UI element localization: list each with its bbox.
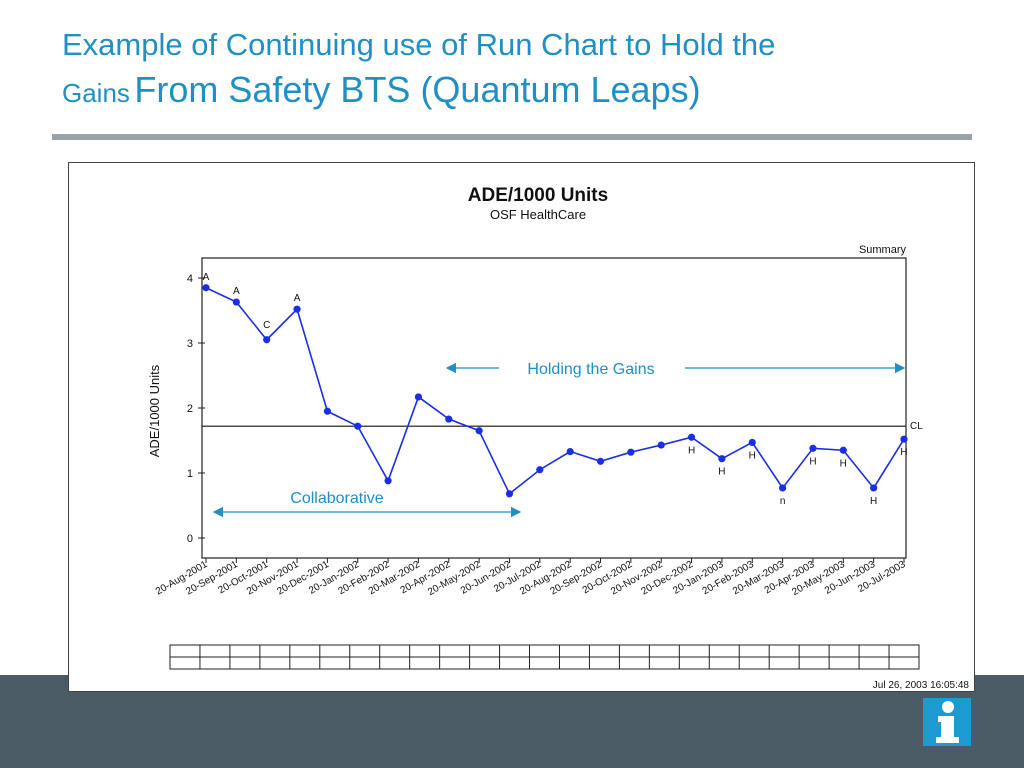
run-chart: ADE/1000 Units OSF HealthCare Summary AD… bbox=[147, 185, 970, 691]
info-icon-glyph bbox=[936, 701, 959, 743]
data-point bbox=[475, 427, 483, 435]
data-point bbox=[627, 448, 635, 456]
data-point bbox=[870, 484, 878, 492]
y-tick-label: 3 bbox=[187, 338, 193, 350]
data-point bbox=[505, 490, 514, 498]
info-logo-icon bbox=[923, 698, 971, 746]
slide-title-line1: Example of Continuing use of Run Chart t… bbox=[62, 27, 776, 62]
point-marker-label: A bbox=[233, 286, 240, 297]
collaborative-label: Collaborative bbox=[290, 490, 383, 507]
point-marker-label: n bbox=[780, 496, 786, 507]
data-point bbox=[384, 477, 392, 485]
series-line bbox=[205, 287, 905, 496]
y-tick-label: 0 bbox=[187, 533, 193, 545]
y-tick-label: 2 bbox=[187, 403, 193, 415]
data-point bbox=[445, 415, 453, 423]
slide-title: Example of Continuing use of Run Chart t… bbox=[62, 24, 962, 114]
center-line-label: CL bbox=[910, 421, 923, 432]
point-marker-label: A bbox=[294, 293, 301, 304]
point-marker-label: H bbox=[749, 450, 756, 461]
point-marker-label: H bbox=[809, 456, 816, 467]
data-point bbox=[809, 444, 817, 452]
data-point bbox=[536, 466, 544, 474]
slide-title-line2: Gains From Safety BTS (Quantum Leaps) bbox=[62, 66, 962, 115]
holding-gains-label: Holding the Gains bbox=[527, 361, 654, 378]
chart-title: ADE/1000 Units bbox=[468, 185, 608, 206]
data-point bbox=[566, 447, 574, 456]
data-point bbox=[232, 298, 240, 306]
data-point bbox=[657, 441, 665, 449]
chart-corner-label: Summary bbox=[859, 244, 907, 256]
y-tick-label: 1 bbox=[187, 468, 193, 480]
data-point bbox=[323, 407, 331, 415]
data-point bbox=[687, 433, 696, 441]
slide-title-source: From Safety BTS (Quantum Leaps) bbox=[134, 68, 701, 110]
point-marker-label: H bbox=[840, 458, 847, 469]
plot-area bbox=[201, 257, 907, 559]
point-marker-label: H bbox=[718, 467, 725, 478]
data-point bbox=[596, 457, 605, 465]
point-marker-label: A bbox=[203, 272, 210, 283]
data-point bbox=[900, 435, 908, 443]
data-point bbox=[354, 422, 362, 430]
data-point bbox=[748, 438, 756, 447]
data-point bbox=[293, 305, 301, 313]
slide-title-gains: Gains bbox=[62, 77, 130, 108]
y-axis-label: ADE/1000 Units bbox=[147, 364, 162, 457]
data-point bbox=[202, 284, 210, 292]
data-point bbox=[718, 455, 726, 463]
data-point bbox=[779, 484, 787, 492]
chart-subtitle: OSF HealthCare bbox=[490, 207, 586, 222]
point-marker-label: C bbox=[263, 320, 270, 331]
chart-timestamp: Jul 26, 2003 16:05:48 bbox=[873, 680, 970, 691]
point-marker-label: H bbox=[688, 445, 695, 456]
chart-image-frame: ADE/1000 Units OSF HealthCare Summary AD… bbox=[68, 162, 975, 692]
data-point bbox=[263, 336, 271, 344]
title-divider bbox=[52, 134, 972, 140]
point-marker-label: H bbox=[870, 496, 877, 507]
y-tick-label: 4 bbox=[187, 273, 193, 285]
data-point bbox=[414, 393, 423, 401]
data-point bbox=[839, 446, 847, 454]
point-marker-label: H bbox=[900, 447, 907, 458]
